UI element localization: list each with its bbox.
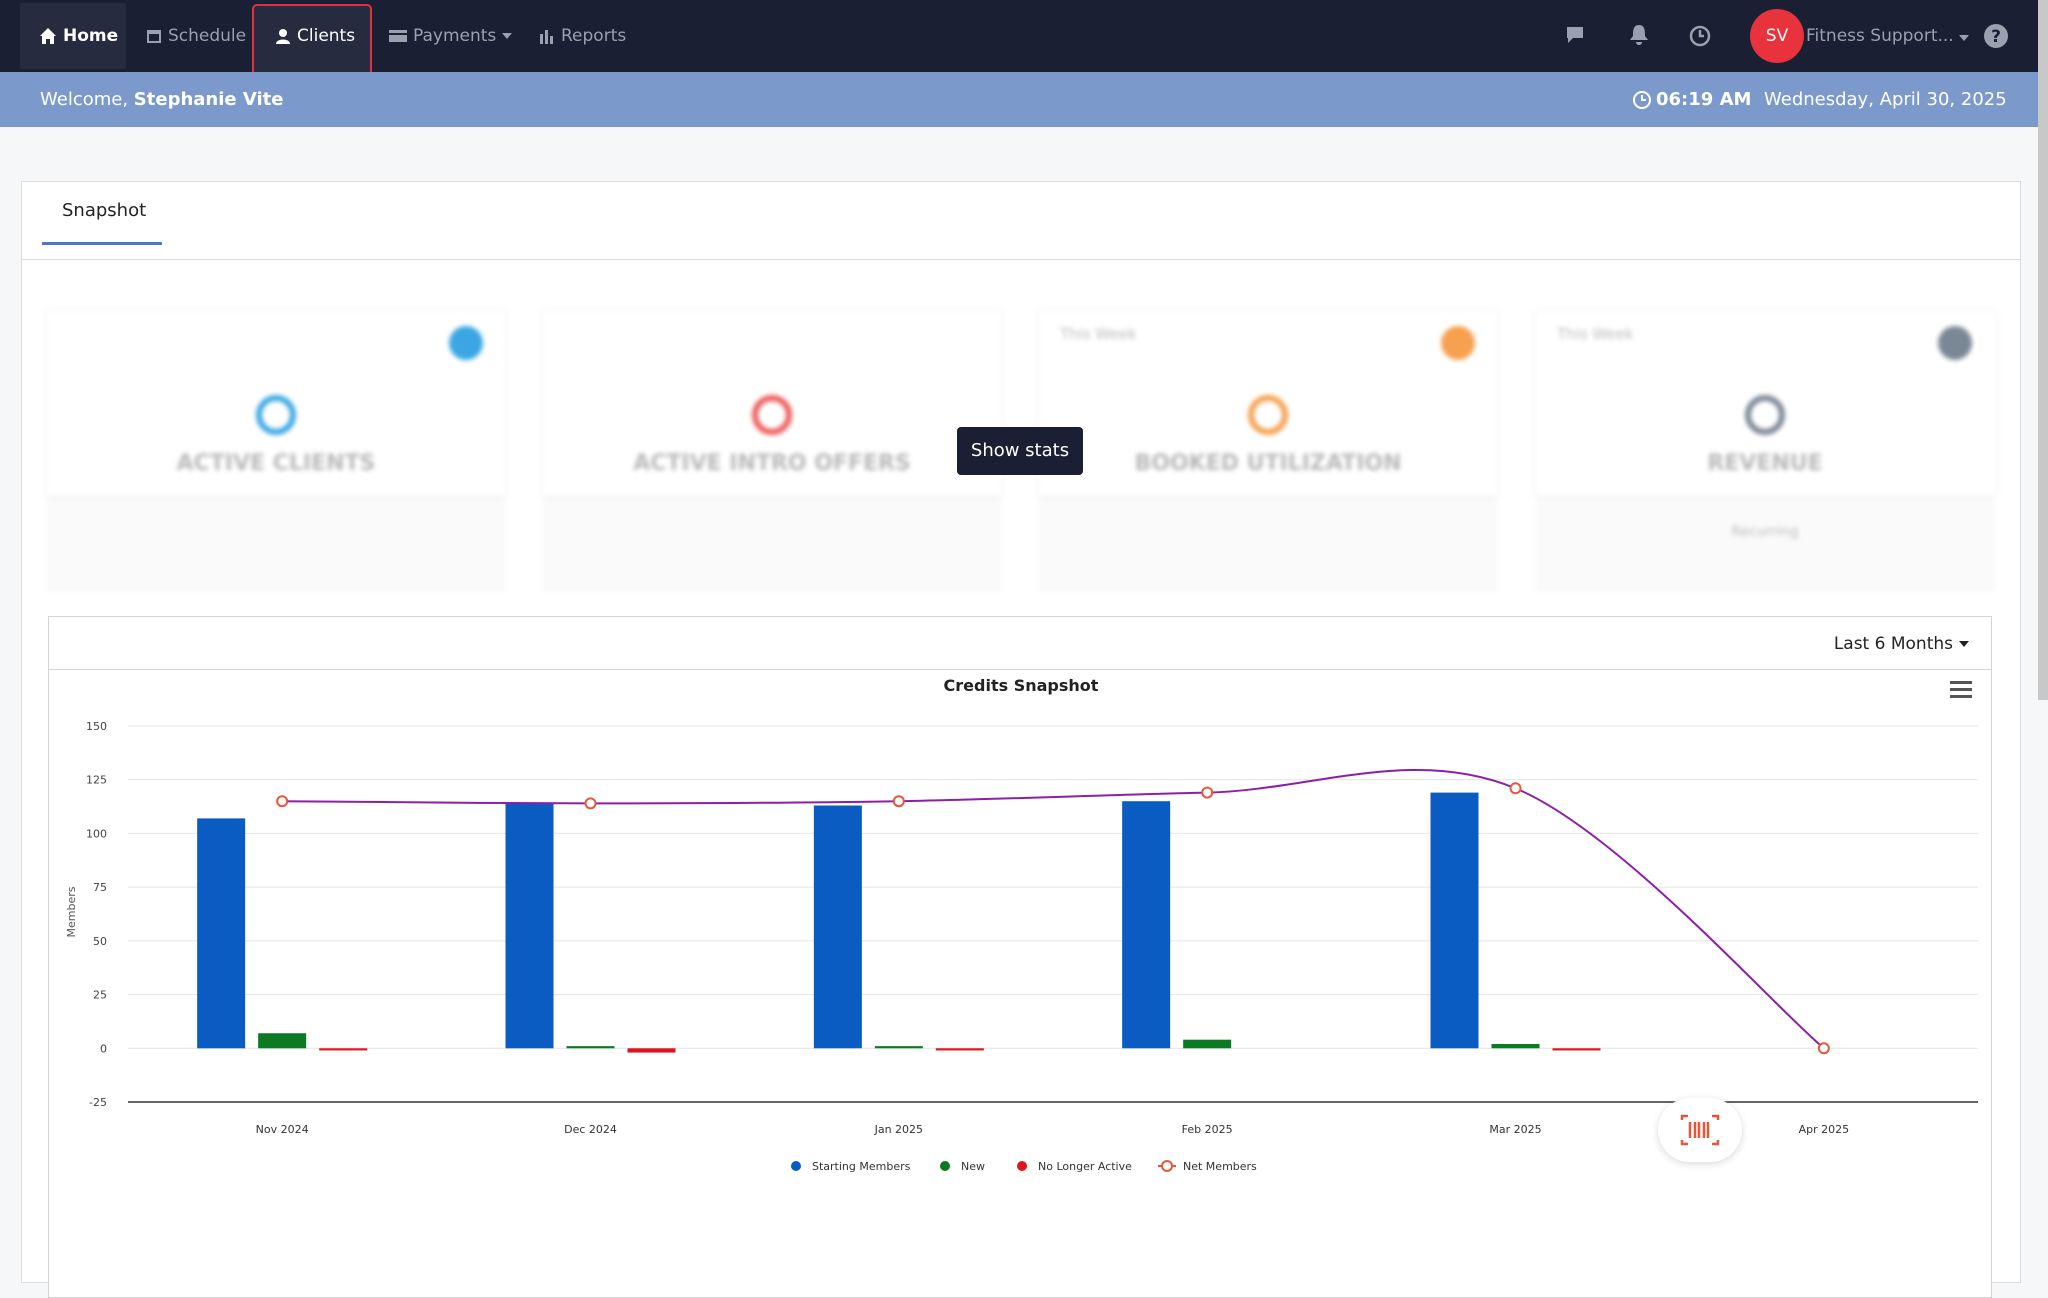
card-title: ACTIVE CLIENTS — [176, 451, 376, 476]
nav-label: Payments — [413, 26, 497, 46]
x-tick-label: Nov 2024 — [256, 1123, 309, 1136]
nav-home[interactable]: Home — [39, 0, 118, 72]
legend-label[interactable]: Net Members — [1183, 1160, 1257, 1173]
scrollbar — [2038, 0, 2048, 700]
legend-marker — [791, 1161, 801, 1171]
bar — [319, 1048, 368, 1051]
range-dropdown[interactable]: Last 6 Months — [1834, 634, 1969, 654]
legend-marker — [1017, 1161, 1027, 1171]
nav-clients[interactable]: Clients — [275, 0, 355, 72]
stat-card: ACTIVE INTRO OFFERS — [542, 311, 1002, 592]
line-marker — [892, 795, 905, 808]
legend-label[interactable]: New — [961, 1160, 985, 1173]
card-title: BOOKED UTILIZATION — [1134, 451, 1402, 476]
chart-menu[interactable] — [1950, 681, 1972, 698]
line-marker — [276, 795, 289, 808]
chart-title: Credits Snapshot — [944, 676, 1099, 695]
card-title: REVENUE — [1707, 451, 1823, 476]
stat-card: This Week REVENUE Recurring — [1535, 311, 1995, 592]
bar — [935, 1048, 984, 1051]
x-tick-label: Mar 2025 — [1489, 1123, 1541, 1136]
show-stats-button[interactable]: Show stats — [957, 427, 1083, 475]
time: 06:19 AM — [1632, 72, 1751, 127]
y-tick-label: 75 — [93, 881, 107, 894]
clock-icon[interactable] — [1688, 24, 1712, 48]
card-title: ACTIVE INTRO OFFERS — [633, 451, 911, 476]
svg-text:?: ? — [1991, 27, 2001, 47]
bell-icon[interactable] — [1628, 23, 1650, 47]
bar — [813, 805, 862, 1049]
nav-reports[interactable]: Reports — [539, 0, 626, 72]
range-label: Last 6 Months — [1833, 634, 1953, 654]
chat-icon[interactable] — [1565, 24, 1589, 46]
line-marker — [1509, 782, 1522, 795]
bar — [258, 1033, 307, 1049]
user-full-name: Stephanie Vite — [133, 89, 284, 110]
y-tick-label: 100 — [86, 827, 107, 840]
y-tick-label: 50 — [93, 935, 107, 948]
y-tick-label: 150 — [86, 720, 107, 733]
y-tick-label: 125 — [86, 774, 107, 787]
bar — [505, 803, 554, 1049]
line-marker — [1201, 786, 1214, 799]
top-nav: Home Schedule Clients Payments Reports S… — [0, 0, 2048, 77]
legend-label[interactable]: No Longer Active — [1038, 1160, 1132, 1173]
bar — [874, 1046, 923, 1049]
bar — [566, 1046, 615, 1049]
bar — [1183, 1039, 1232, 1049]
bar — [1122, 801, 1171, 1049]
card-footer: Recurring — [1731, 524, 1799, 540]
user-menu[interactable]: Fitness Support... — [1806, 0, 1970, 72]
line — [282, 768, 1825, 1050]
nav-label: Clients — [297, 26, 356, 46]
y-tick-label: 25 — [93, 989, 107, 1002]
line-marker — [584, 797, 597, 810]
stat-card: This Week BOOKED UTILIZATION — [1038, 311, 1498, 592]
y-tick-label: -25 — [89, 1096, 107, 1109]
user-name: Fitness Support... — [1806, 26, 1954, 46]
tab-underline — [42, 242, 162, 245]
help-icon[interactable]: ? — [1983, 23, 2009, 49]
welcome: Welcome, Stephanie Vite — [40, 72, 283, 127]
welcome-text: Welcome, — [40, 89, 129, 110]
chart-panel: Last 6 Months Credits Snapshot Members -… — [48, 616, 1992, 1298]
y-axis-title: Members — [65, 886, 78, 937]
x-tick-label: Feb 2025 — [1182, 1123, 1233, 1136]
nav-label: Home — [63, 26, 119, 46]
stat-card: ACTIVE CLIENTS — [46, 311, 506, 592]
nav-schedule[interactable]: Schedule — [146, 0, 246, 72]
tab-snapshot[interactable]: Snapshot — [62, 200, 147, 221]
card-period: This Week — [1557, 325, 1634, 343]
welcome-bar: Welcome, Stephanie Vite 06:19 AM Wednesd… — [0, 72, 2040, 127]
line-marker — [1817, 1042, 1830, 1055]
chart: Credits Snapshot Members -25 0 25 50 75 100 12… — [65, 676, 1978, 1173]
date: Wednesday, April 30, 2025 — [1764, 89, 2007, 110]
tab-divider — [22, 259, 2020, 260]
y-tick-label: 0 — [100, 1042, 107, 1055]
x-tick-label: Jan 2025 — [874, 1123, 923, 1136]
avatar[interactable]: SV — [1750, 9, 1804, 63]
bar — [197, 818, 246, 1049]
bar — [1491, 1043, 1540, 1049]
home-active-bg — [20, 3, 126, 69]
bar — [1552, 1048, 1601, 1051]
x-tick-label: Apr 2025 — [1799, 1123, 1850, 1136]
bar — [627, 1048, 676, 1053]
nav-label: Schedule — [168, 26, 247, 46]
nav-payments[interactable]: Payments — [389, 0, 513, 72]
legend-marker — [1161, 1160, 1173, 1172]
legend-label[interactable]: Starting Members — [812, 1160, 911, 1173]
card-period: This Week — [1060, 325, 1137, 343]
legend-marker — [940, 1161, 950, 1171]
x-tick-label: Dec 2024 — [564, 1123, 617, 1136]
nav-label: Reports — [561, 26, 627, 46]
time-text: 06:19 AM — [1656, 89, 1752, 110]
panel-divider — [49, 669, 1991, 670]
bar — [1430, 792, 1479, 1049]
barcode-button[interactable] — [1658, 1098, 1742, 1162]
